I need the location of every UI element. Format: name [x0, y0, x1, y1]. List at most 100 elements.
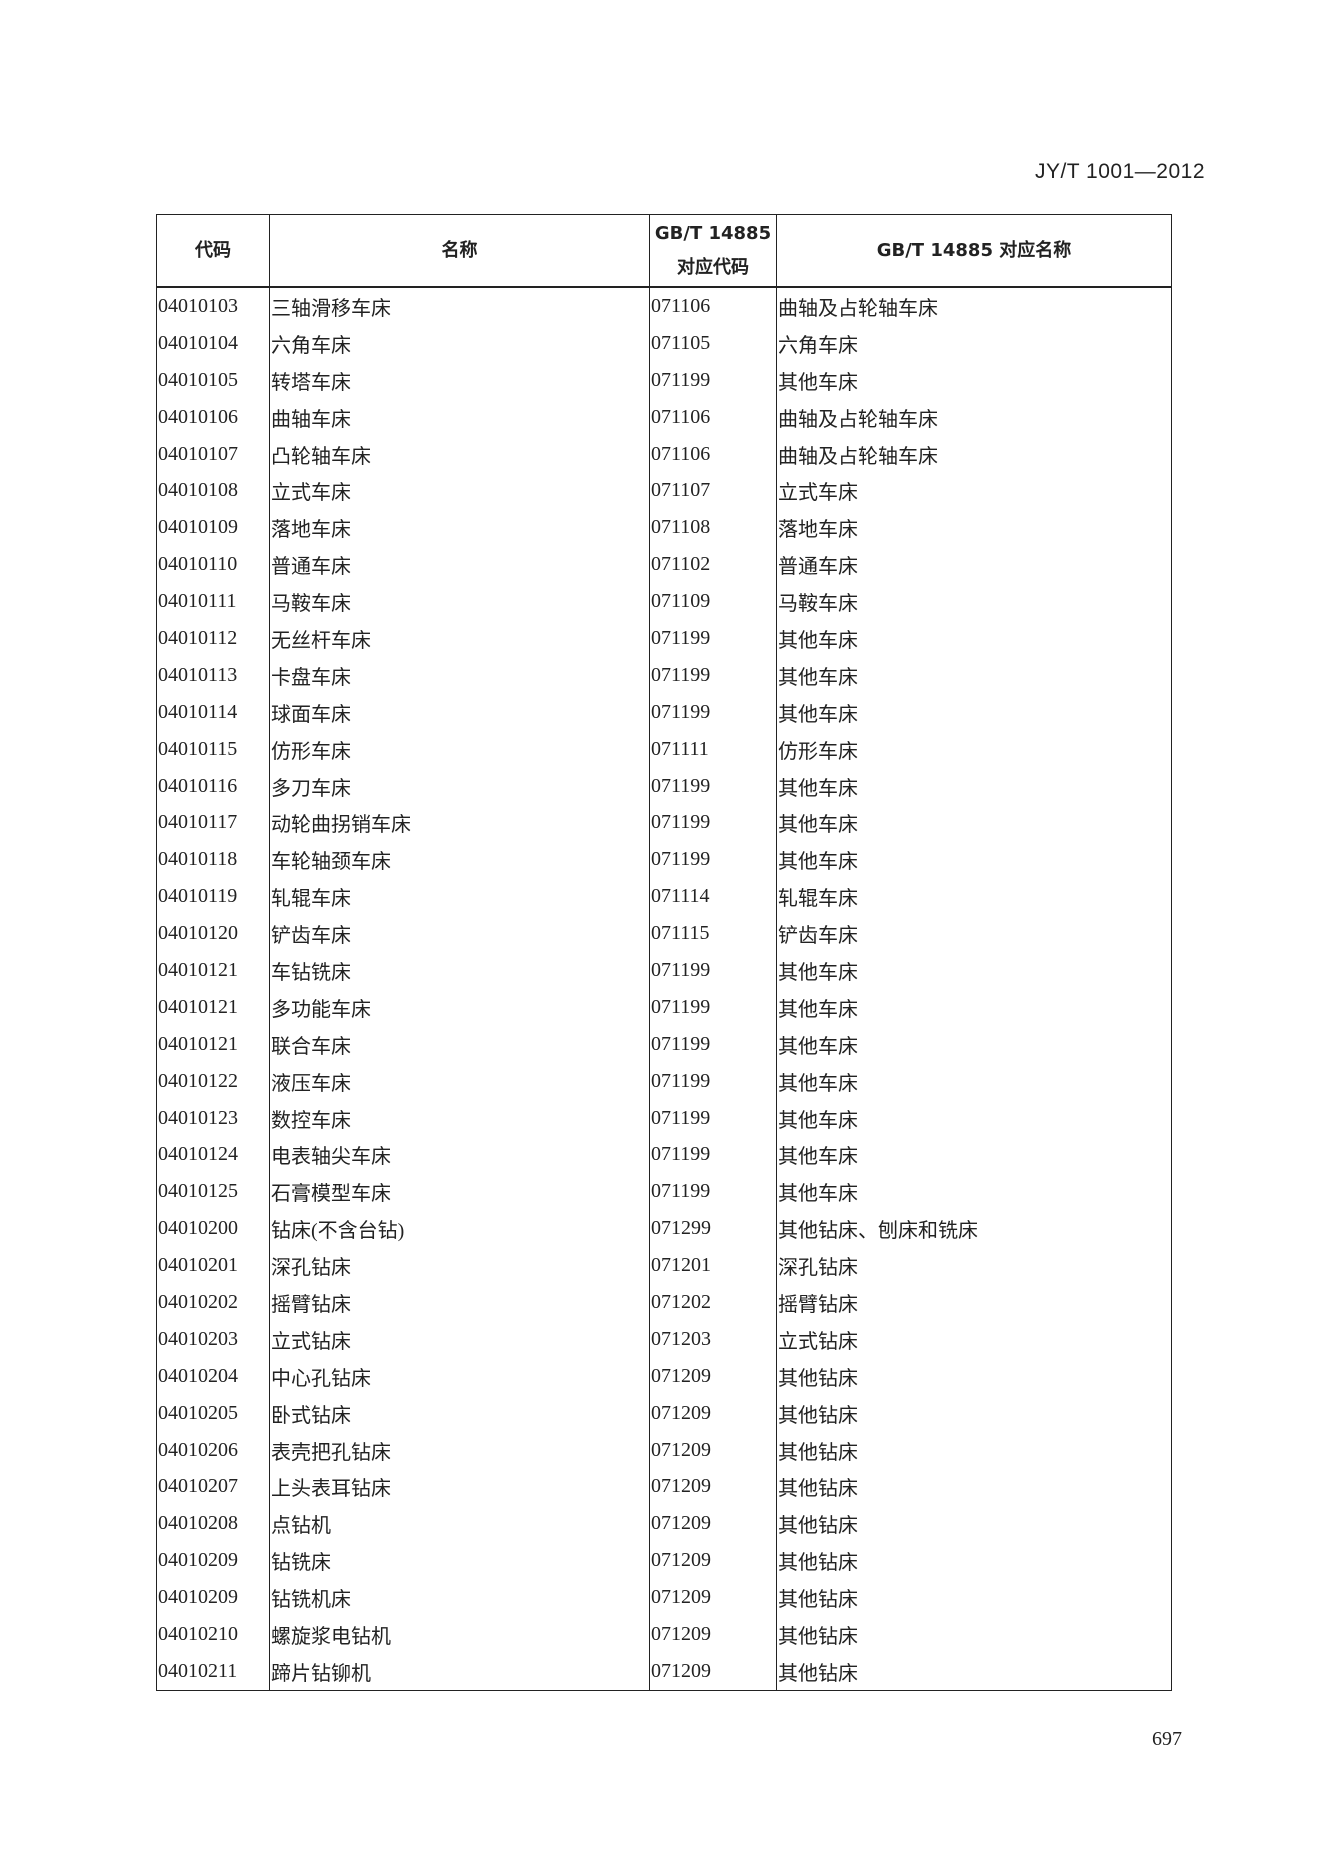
cell-name: 摇臂钻床	[269, 1284, 650, 1321]
cell-code: 04010114	[156, 693, 270, 731]
table-row: 04010205 卧式钻床 071209 其他钻床	[156, 1394, 1172, 1432]
table-row: 04010206 表壳把孔钻床 071209 其他钻床	[156, 1431, 1172, 1469]
cell-gb-name: 其他车床	[776, 1062, 1172, 1100]
cell-gb-code: 071199	[649, 952, 777, 989]
cell-code: 04010209	[156, 1542, 270, 1580]
cell-gb-name: 其他钻床	[776, 1468, 1172, 1506]
cell-code: 04010123	[156, 1099, 270, 1137]
cell-code: 04010200	[156, 1210, 270, 1248]
cell-gb-code: 071107	[649, 472, 777, 510]
cell-name: 车钻铣床	[269, 952, 650, 989]
cell-gb-code: 071111	[649, 730, 777, 768]
cell-gb-name: 曲轴及占轮轴车床	[776, 435, 1172, 473]
cell-name: 无丝杆车床	[269, 620, 650, 657]
table-row: 04010111 马鞍车床 071109 马鞍车床	[156, 583, 1172, 621]
cell-gb-code: 071203	[649, 1320, 777, 1358]
table-row: 04010125 石膏模型车床 071199 其他车床	[156, 1173, 1172, 1211]
cell-gb-code: 071201	[649, 1247, 777, 1285]
cell-gb-name: 马鞍车床	[776, 583, 1172, 621]
cell-name: 立式车床	[269, 472, 650, 510]
cell-code: 04010208	[156, 1505, 270, 1543]
cell-code: 04010106	[156, 398, 270, 436]
cell-gb-name: 其他车床	[776, 952, 1172, 989]
cell-name: 多刀车床	[269, 767, 650, 805]
table-row: 04010104 六角车床 071105 六角车床	[156, 324, 1172, 362]
cell-code: 04010107	[156, 435, 270, 473]
cell-gb-name: 其他钻床	[776, 1579, 1172, 1617]
cell-gb-code: 071106	[649, 435, 777, 473]
table-row: 04010211 蹄片钻铆机 071209 其他钻床	[156, 1652, 1172, 1691]
table-row: 04010209 钻铣机床 071209 其他钻床	[156, 1579, 1172, 1617]
cell-code: 04010119	[156, 878, 270, 916]
cell-name: 数控车床	[269, 1099, 650, 1137]
cell-gb-name: 其他车床	[776, 804, 1172, 842]
table-row: 04010207 上头表耳钻床 071209 其他钻床	[156, 1468, 1172, 1506]
cell-gb-name: 其他车床	[776, 1136, 1172, 1174]
cell-gb-name: 其他钻床、刨床和铣床	[776, 1210, 1172, 1248]
cell-name: 六角车床	[269, 324, 650, 362]
cell-code: 04010112	[156, 620, 270, 657]
cell-name: 立式钻床	[269, 1320, 650, 1358]
cell-gb-code: 071109	[649, 583, 777, 621]
cell-gb-name: 其他钻床	[776, 1394, 1172, 1432]
cell-name: 卡盘车床	[269, 656, 650, 694]
table-row: 04010200 钻床(不含台钻) 071299 其他钻床、刨床和铣床	[156, 1210, 1172, 1248]
cell-name: 车轮轴颈车床	[269, 841, 650, 879]
cell-name: 蹄片钻铆机	[269, 1652, 650, 1691]
cell-gb-name: 立式车床	[776, 472, 1172, 510]
table-row: 04010107 凸轮轴车床 071106 曲轴及占轮轴车床	[156, 435, 1172, 473]
cell-gb-code: 071199	[649, 361, 777, 399]
table-row: 04010202 摇臂钻床 071202 摇臂钻床	[156, 1284, 1172, 1321]
cell-code: 04010210	[156, 1616, 270, 1653]
cell-gb-code: 071115	[649, 915, 777, 953]
cell-gb-code: 071199	[649, 1025, 777, 1063]
cell-gb-code: 071199	[649, 693, 777, 731]
cell-gb-code: 071199	[649, 1136, 777, 1174]
header-gb-code-line1: GB/T 14885	[654, 222, 772, 244]
table-row: 04010106 曲轴车床 071106 曲轴及占轮轴车床	[156, 398, 1172, 436]
cell-gb-name: 普通车床	[776, 546, 1172, 584]
table-row: 04010114 球面车床 071199 其他车床	[156, 693, 1172, 731]
cell-code: 04010121	[156, 1025, 270, 1063]
code-table: 代码 名称 GB/T 14885 对应代码 GB/T 14885 对应名称 040…	[156, 214, 1172, 1691]
cell-name: 轧辊车床	[269, 878, 650, 916]
cell-code: 04010116	[156, 767, 270, 805]
cell-code: 04010209	[156, 1579, 270, 1617]
cell-name: 三轴滑移车床	[269, 287, 650, 325]
cell-code: 04010125	[156, 1173, 270, 1211]
cell-name: 钻铣床	[269, 1542, 650, 1580]
cell-gb-name: 其他车床	[776, 841, 1172, 879]
cell-gb-name: 轧辊车床	[776, 878, 1172, 916]
cell-gb-name: 其他车床	[776, 693, 1172, 731]
cell-gb-code: 071199	[649, 841, 777, 879]
header-code: 代码	[156, 214, 270, 288]
cell-name: 铲齿车床	[269, 915, 650, 953]
cell-gb-name: 曲轴及占轮轴车床	[776, 398, 1172, 436]
table-row: 04010108 立式车床 071107 立式车床	[156, 472, 1172, 510]
cell-code: 04010121	[156, 988, 270, 1026]
table-row: 04010201 深孔钻床 071201 深孔钻床	[156, 1247, 1172, 1285]
cell-gb-code: 071209	[649, 1542, 777, 1580]
cell-name: 点钻机	[269, 1505, 650, 1543]
table-row: 04010119 轧辊车床 071114 轧辊车床	[156, 878, 1172, 916]
cell-gb-name: 深孔钻床	[776, 1247, 1172, 1285]
cell-code: 04010211	[156, 1652, 270, 1691]
cell-gb-name: 六角车床	[776, 324, 1172, 362]
table-row: 04010208 点钻机 071209 其他钻床	[156, 1505, 1172, 1543]
cell-code: 04010121	[156, 952, 270, 989]
cell-code: 04010109	[156, 509, 270, 547]
cell-gb-code: 071102	[649, 546, 777, 584]
cell-gb-name: 其他钻床	[776, 1431, 1172, 1469]
cell-gb-code: 071209	[649, 1394, 777, 1432]
cell-gb-code: 071199	[649, 804, 777, 842]
cell-gb-code: 071209	[649, 1468, 777, 1506]
cell-gb-name: 其他钻床	[776, 1616, 1172, 1653]
cell-gb-name: 其他车床	[776, 620, 1172, 657]
table-row: 04010116 多刀车床 071199 其他车床	[156, 767, 1172, 805]
cell-gb-name: 其他车床	[776, 988, 1172, 1026]
table-row: 04010109 落地车床 071108 落地车床	[156, 509, 1172, 547]
cell-code: 04010122	[156, 1062, 270, 1100]
cell-name: 卧式钻床	[269, 1394, 650, 1432]
cell-gb-code: 071199	[649, 988, 777, 1026]
cell-gb-name: 其他车床	[776, 656, 1172, 694]
